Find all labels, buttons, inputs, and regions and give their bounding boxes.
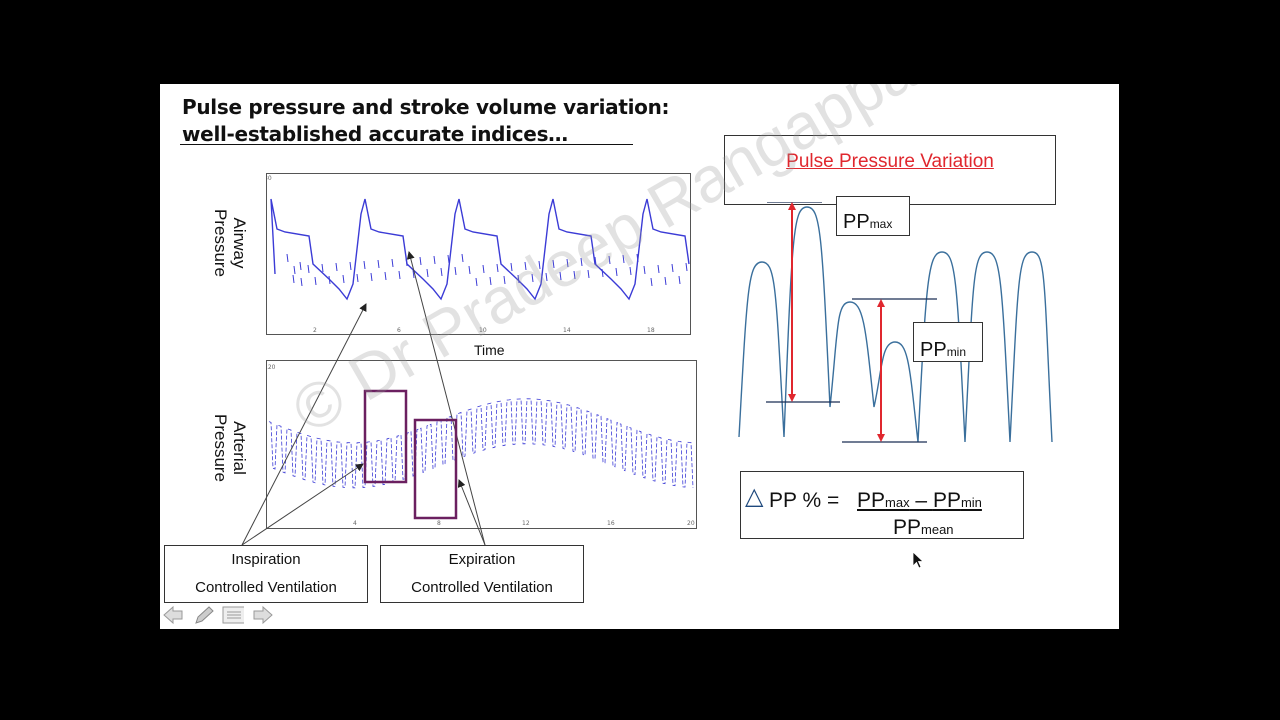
ppv-title: Pulse Pressure Variation <box>786 151 994 172</box>
formula-numerator: PPmax – PPmin <box>857 489 982 512</box>
delta-icon: △ <box>745 483 764 510</box>
svg-text:8: 8 <box>437 520 441 527</box>
svg-text:20: 20 <box>687 520 695 527</box>
airway-pressure-trace: 30 2 6 10 14 18 <box>264 175 690 334</box>
arterial-pressure-chart: 120 4 8 12 16 20 <box>264 360 697 529</box>
ppmin-arrow <box>877 299 885 442</box>
svg-text:4: 4 <box>353 520 357 527</box>
svg-text:30: 30 <box>267 175 272 182</box>
slideshow-nav <box>160 599 300 629</box>
formula-denominator: PPmean <box>893 516 954 539</box>
svg-text:120: 120 <box>267 364 276 371</box>
ppv-title-box: Pulse Pressure Variation <box>724 135 1056 205</box>
slide-title: Pulse pressure and stroke volume variati… <box>182 94 670 148</box>
svg-text:12: 12 <box>522 520 530 527</box>
svg-text:10: 10 <box>479 327 487 334</box>
formula-lhs: PP % = <box>769 489 840 512</box>
arrow-left-icon[interactable] <box>162 605 184 625</box>
svg-text:16: 16 <box>607 520 615 527</box>
ppmax-arrow <box>788 202 796 402</box>
svg-text:14: 14 <box>563 327 571 334</box>
airway-xlabel: Time <box>474 342 505 358</box>
arrow-right-icon[interactable] <box>252 605 274 625</box>
svg-text:18: 18 <box>647 327 655 334</box>
slide: Pulse pressure and stroke volume variati… <box>160 84 1119 629</box>
svg-text:2: 2 <box>313 327 317 334</box>
arterial-pressure-trace: 120 4 8 12 16 20 <box>264 364 695 527</box>
airway-pressure-chart: 30 2 6 10 14 18 <box>264 173 691 335</box>
expiration-callout: Expiration Controlled Ventilation <box>380 545 584 603</box>
title-line-1: Pulse pressure and stroke volume variati… <box>182 95 670 119</box>
menu-icon[interactable] <box>222 605 244 625</box>
title-line-2: well-established accurate indices… <box>182 122 568 146</box>
ppv-waveform <box>738 202 1053 443</box>
ppmin-label: PPmin <box>913 322 983 362</box>
ppmax-label: PPmax <box>836 196 910 236</box>
pen-icon[interactable] <box>193 605 215 625</box>
svg-text:6: 6 <box>397 327 401 334</box>
arterial-ylabel: Arterial Pressure <box>211 413 249 483</box>
title-underline <box>180 144 633 145</box>
inspiration-callout: Inspiration Controlled Ventilation <box>164 545 368 603</box>
mouse-cursor-icon <box>912 551 925 569</box>
airway-ylabel: Airway Pressure <box>211 208 249 278</box>
ppv-formula: △ PP % = PPmax – PPmin PPmean <box>740 471 1024 539</box>
